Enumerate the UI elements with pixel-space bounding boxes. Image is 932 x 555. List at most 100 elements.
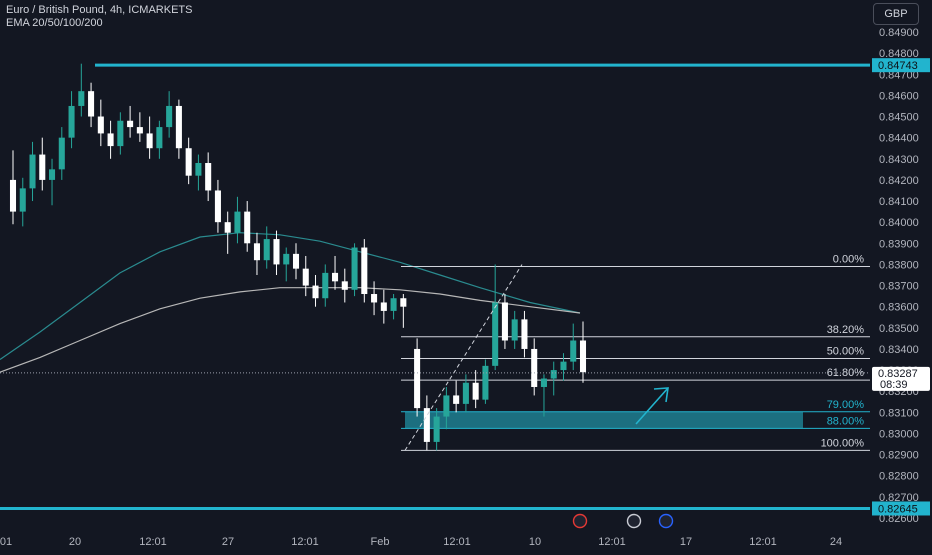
- y-tick-label: 0.83800: [879, 259, 919, 271]
- candle-body: [253, 243, 260, 261]
- candle-body: [39, 154, 46, 180]
- y-tick-label: 0.82900: [879, 450, 919, 462]
- candle-body: [531, 348, 538, 387]
- candle-body: [185, 148, 192, 176]
- candle-body: [146, 133, 153, 149]
- x-tick-label: 12:01: [749, 536, 777, 548]
- fib-level-label: 0.00%: [833, 254, 864, 266]
- fib-zone: [405, 411, 803, 429]
- price-line-label: 0.84743: [878, 60, 918, 72]
- price-line-label-bg: [872, 501, 930, 516]
- economic-event-icon: [658, 513, 674, 529]
- x-tick-label: 17: [680, 536, 692, 548]
- candle-body: [462, 382, 469, 404]
- candle-body: [472, 382, 479, 400]
- y-tick-label: 0.84000: [879, 217, 919, 229]
- ema-fast-line: [0, 232, 581, 360]
- indicator-legend[interactable]: EMA 20/50/100/200: [6, 17, 103, 29]
- y-tick-label: 0.84600: [879, 90, 919, 102]
- candle-body: [371, 294, 378, 303]
- candle-body: [433, 416, 440, 442]
- economic-event-icon: [626, 513, 642, 529]
- candle-body: [273, 239, 280, 265]
- x-tick-label: 01: [0, 536, 12, 548]
- candle-body: [68, 105, 75, 138]
- candle-body: [49, 169, 56, 180]
- candle-body: [107, 133, 114, 147]
- candle-body: [244, 211, 251, 244]
- candle-body: [97, 116, 104, 134]
- x-tick-label: 10: [529, 536, 541, 548]
- candle-body: [423, 408, 430, 442]
- candle-body: [511, 319, 518, 341]
- candle-body: [521, 319, 528, 349]
- candle-body: [263, 239, 270, 261]
- candle-body: [332, 272, 339, 282]
- candle-body: [58, 137, 65, 170]
- x-tick-label: 27: [222, 536, 234, 548]
- candle-body: [540, 378, 547, 387]
- x-tick-label: 12:01: [598, 536, 626, 548]
- candle-body: [492, 302, 499, 366]
- candle-body: [570, 340, 577, 362]
- candle-body: [175, 105, 182, 149]
- candle-body: [156, 127, 163, 149]
- y-tick-label: 0.84500: [879, 112, 919, 124]
- candle-body: [78, 91, 85, 106]
- fib-level-label: 50.00%: [827, 345, 865, 357]
- x-tick-label: 12:01: [291, 536, 319, 548]
- y-tick-label: 0.84300: [879, 154, 919, 166]
- candle-body: [19, 188, 26, 212]
- y-tick-label: 0.83100: [879, 407, 919, 419]
- price-line-label: 0.82645: [878, 503, 918, 515]
- candle-body: [550, 370, 557, 379]
- y-tick-label: 0.82700: [879, 492, 919, 504]
- last-price-label: 0.83287: [878, 368, 918, 380]
- candle-body: [292, 253, 300, 269]
- y-tick-label: 0.83600: [879, 302, 919, 314]
- candle-body: [560, 361, 567, 371]
- candle-body: [390, 298, 397, 311]
- candle-body: [361, 247, 368, 295]
- y-tick-label: 0.84700: [879, 69, 919, 81]
- fib-level-label: 100.00%: [821, 437, 865, 449]
- y-tick-label: 0.83700: [879, 281, 919, 293]
- y-tick-label: 0.84900: [879, 27, 919, 39]
- last-price-label-bg: [872, 366, 930, 391]
- candle-body: [443, 395, 450, 417]
- candle-body: [380, 302, 387, 311]
- arrow-head: [653, 387, 669, 403]
- y-tick-label: 0.83000: [879, 428, 919, 440]
- price-line-label-bg: [872, 58, 930, 73]
- candle-body: [302, 268, 309, 286]
- x-tick-label: 20: [69, 536, 81, 548]
- candle-body: [341, 281, 348, 290]
- y-tick-label: 0.83400: [879, 344, 919, 356]
- y-tick-label: 0.84800: [879, 48, 919, 60]
- candle-body: [283, 253, 290, 265]
- candle-body: [414, 348, 421, 409]
- candle-body: [482, 365, 489, 400]
- candle-body: [224, 222, 231, 233]
- arrow-line: [635, 387, 669, 425]
- candle-body: [117, 120, 124, 147]
- y-tick-label: 0.82600: [879, 513, 919, 525]
- candle-body: [312, 285, 319, 299]
- candle-body: [214, 190, 221, 223]
- chart-title: Euro / British Pound, 4h, ICMARKETS: [6, 4, 193, 16]
- candle-body: [29, 154, 36, 189]
- fib-level-label: 61.80%: [827, 367, 865, 379]
- currency-button[interactable]: GBP: [873, 3, 919, 25]
- y-tick-label: 0.84400: [879, 133, 919, 145]
- candle-body: [501, 302, 508, 341]
- y-tick-label: 0.83500: [879, 323, 919, 335]
- candle-body: [579, 340, 587, 373]
- fib-level-label: 38.20%: [827, 324, 865, 336]
- candle-body: [195, 163, 202, 176]
- candle-body: [400, 298, 407, 307]
- x-tick-label: Feb: [371, 536, 390, 548]
- ema-slow-line: [0, 287, 581, 373]
- countdown-label: 08:39: [880, 379, 908, 391]
